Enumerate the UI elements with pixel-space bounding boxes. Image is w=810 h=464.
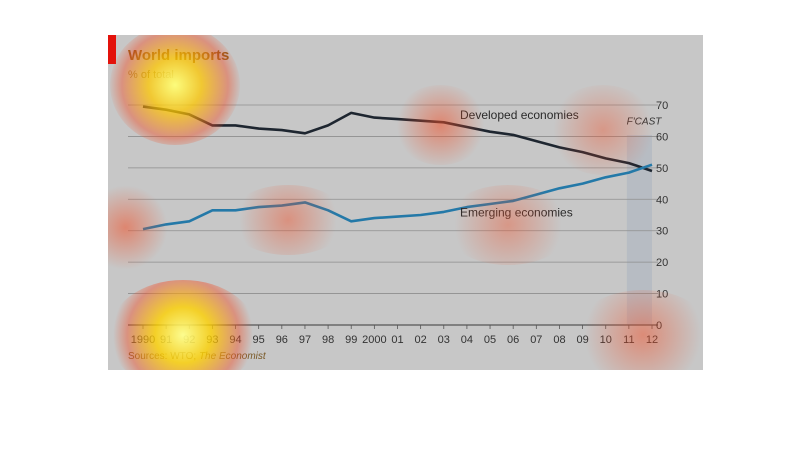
x-tick-label: 95 — [253, 334, 265, 346]
chart-panel: 0 10 20 30 40 50 60 70 1990 91 92 93 94 95 96 97 98 99 200… — [108, 35, 703, 370]
y-tick-label: 60 — [656, 131, 668, 143]
x-tick-label: 07 — [530, 334, 542, 346]
x-tick-label: 05 — [484, 334, 496, 346]
x-tick-label: 91 — [160, 334, 172, 346]
x-tick-label: 01 — [391, 334, 403, 346]
x-tick-label: 99 — [345, 334, 357, 346]
x-tick-label: 2000 — [362, 334, 386, 346]
x-tick-label: 92 — [183, 334, 195, 346]
y-tick-label: 20 — [656, 257, 668, 269]
forecast-label: F'CAST — [627, 116, 663, 127]
x-tick-label: 03 — [438, 334, 450, 346]
chart-source: Sources: WTO; The Economist — [128, 351, 266, 362]
x-tick-label: 96 — [276, 334, 288, 346]
brand-tab — [108, 35, 116, 64]
x-tick-label: 04 — [461, 334, 473, 346]
series-label-developed: Developed economies — [460, 108, 579, 122]
x-tick-label: 12 — [646, 334, 658, 346]
x-tick-label: 10 — [600, 334, 612, 346]
x-tick-label: 09 — [576, 334, 588, 346]
y-tick-label: 30 — [656, 226, 668, 238]
x-tick-label: 97 — [299, 334, 311, 346]
x-tick-label: 02 — [415, 334, 427, 346]
y-tick-label: 40 — [656, 194, 668, 206]
chart-title: World imports — [128, 47, 230, 64]
y-tick-label: 50 — [656, 163, 668, 175]
y-tick-label: 0 — [656, 320, 662, 332]
series-line — [142, 163, 653, 231]
x-tick-label: 94 — [229, 334, 241, 346]
y-tick-label: 10 — [656, 289, 668, 301]
x-tick-label: 06 — [507, 334, 519, 346]
source-publication: The Economist — [198, 351, 266, 362]
x-tick-label: 08 — [553, 334, 565, 346]
x-tick-label: 93 — [206, 334, 218, 346]
series-label-emerging: Emerging economies — [460, 206, 573, 220]
chart-subtitle: % of total — [128, 69, 174, 81]
x-tick-label: 1990 — [131, 334, 155, 346]
x-tick-label: 98 — [322, 334, 334, 346]
x-tick-label: 11 — [623, 334, 634, 346]
y-tick-label: 70 — [656, 100, 668, 112]
source-prefix: Sources: WTO; — [128, 351, 197, 362]
